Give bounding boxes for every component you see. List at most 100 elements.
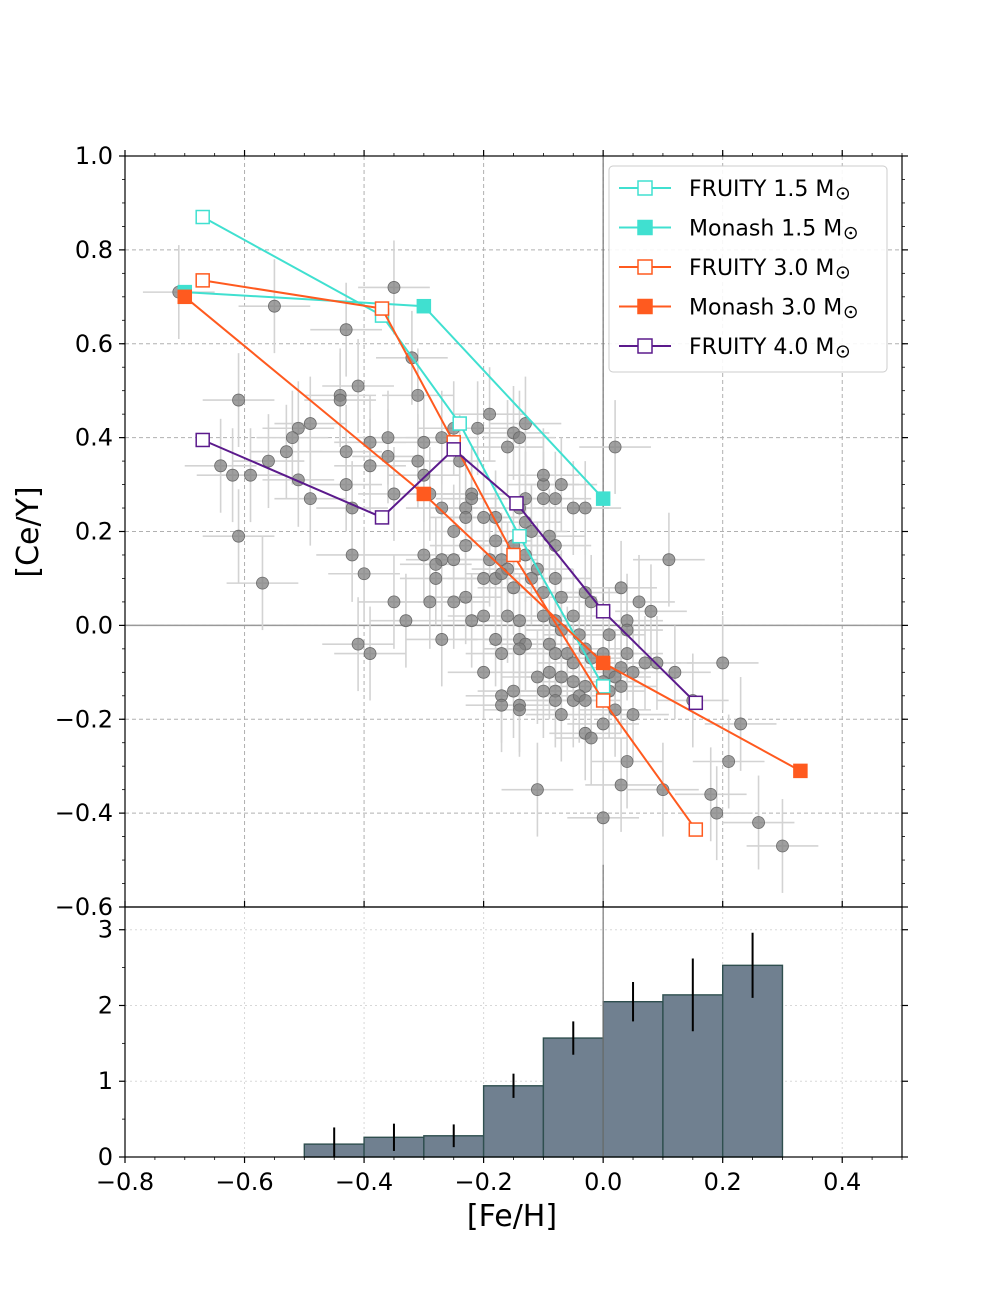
obs-point bbox=[614, 581, 628, 595]
obs-point bbox=[554, 478, 568, 491]
obs-point bbox=[554, 670, 568, 684]
series-marker bbox=[595, 491, 611, 506]
sun-symbol-icon bbox=[836, 266, 850, 279]
sun-symbol-dot bbox=[841, 192, 845, 195]
obs-point bbox=[513, 703, 526, 717]
obs-point bbox=[381, 431, 395, 445]
y-tick-label: 3 bbox=[98, 916, 113, 944]
obs-point bbox=[495, 698, 508, 712]
series-marker bbox=[177, 289, 193, 305]
y-tick-label: 0.0 bbox=[75, 611, 113, 639]
legend-label: FRUITY 1.5 M bbox=[689, 177, 834, 202]
obs-point bbox=[596, 717, 610, 731]
series-marker bbox=[595, 655, 611, 671]
y-tick-label: 0.2 bbox=[75, 518, 113, 546]
obs-point bbox=[345, 548, 359, 562]
y-tick-label: 1.0 bbox=[75, 142, 113, 170]
obs-point bbox=[542, 665, 556, 679]
obs-point bbox=[578, 586, 592, 599]
x-tick-label: 0.2 bbox=[704, 1168, 742, 1196]
series-marker bbox=[688, 822, 704, 837]
obs-point bbox=[232, 529, 245, 543]
obs-point bbox=[602, 628, 616, 642]
obs-point bbox=[536, 492, 550, 506]
obs-point bbox=[465, 614, 479, 628]
y-tick-label: 0 bbox=[98, 1143, 113, 1171]
obs-point bbox=[507, 581, 520, 595]
x-tick-label: 0.0 bbox=[584, 1168, 622, 1196]
obs-point bbox=[489, 534, 502, 548]
obs-point bbox=[644, 604, 658, 618]
obs-point bbox=[662, 553, 676, 567]
series-marker bbox=[688, 695, 704, 711]
obs-point bbox=[459, 511, 473, 524]
obs-point bbox=[244, 468, 257, 482]
obs-point bbox=[536, 684, 550, 698]
obs-point bbox=[465, 492, 479, 506]
obs-point bbox=[477, 665, 491, 679]
obs-point bbox=[554, 590, 568, 604]
series-marker bbox=[512, 528, 527, 544]
obs-point bbox=[417, 435, 431, 449]
x-tick-label: −0.4 bbox=[335, 1168, 393, 1196]
obs-point bbox=[423, 595, 437, 609]
sun-symbol-dot bbox=[841, 271, 845, 274]
obs-point bbox=[584, 731, 598, 745]
legend-marker bbox=[637, 298, 653, 315]
obs-point bbox=[339, 478, 353, 491]
series-monash-3-0-m bbox=[177, 289, 808, 779]
obs-point bbox=[387, 595, 401, 609]
obs-point bbox=[435, 501, 449, 515]
y-axis-title: [Ce/Y] bbox=[11, 486, 46, 577]
obs-point bbox=[429, 572, 443, 585]
obs-point bbox=[531, 670, 544, 684]
obs-point bbox=[387, 281, 401, 294]
legend-label: Monash 3.0 M bbox=[689, 296, 842, 321]
obs-point bbox=[477, 511, 491, 524]
y-tick-label: −0.4 bbox=[55, 799, 113, 827]
obs-point bbox=[417, 548, 431, 562]
series-line bbox=[202, 279, 697, 831]
legend-label: FRUITY 3.0 M bbox=[689, 256, 834, 281]
obs-point bbox=[632, 595, 646, 609]
obs-point bbox=[507, 684, 520, 698]
series-line bbox=[202, 439, 697, 704]
obs-point bbox=[513, 614, 526, 628]
obs-point bbox=[429, 557, 443, 571]
obs-point bbox=[554, 708, 568, 721]
scatter-panel: −0.6 −0.4 −0.2 0.0 0.2 0.4 0.6 0.8 1.0 bbox=[55, 142, 908, 921]
obs-point bbox=[381, 449, 395, 463]
obs-point bbox=[548, 647, 562, 660]
obs-point bbox=[578, 694, 592, 707]
obs-point bbox=[548, 572, 562, 585]
y-tick-label: 2 bbox=[98, 991, 113, 1019]
obs-point bbox=[566, 501, 580, 515]
obs-point bbox=[495, 647, 508, 660]
obs-point bbox=[650, 656, 664, 670]
obs-point bbox=[387, 487, 401, 501]
obs-point bbox=[351, 637, 365, 651]
series-marker bbox=[446, 442, 461, 457]
obs-point bbox=[363, 459, 377, 473]
obs-point bbox=[578, 679, 592, 693]
y-tick-label: 0.4 bbox=[75, 424, 113, 452]
legend-entry: Monash 3.0 M bbox=[619, 296, 857, 321]
obs-point bbox=[477, 572, 491, 585]
legend-marker bbox=[637, 219, 653, 236]
obs-point bbox=[501, 440, 514, 454]
legend-entry: Monash 1.5 M bbox=[619, 217, 857, 242]
x-tick-label: 0.4 bbox=[823, 1168, 861, 1196]
series-marker bbox=[374, 301, 390, 316]
obs-point bbox=[459, 539, 473, 552]
legend-box bbox=[608, 165, 888, 373]
obs-point bbox=[214, 459, 228, 473]
obs-point bbox=[303, 417, 317, 430]
obs-point bbox=[268, 299, 281, 313]
obs-point bbox=[357, 567, 371, 581]
x-tick-label: −0.2 bbox=[454, 1168, 512, 1196]
obs-point bbox=[303, 492, 317, 506]
histogram-panel: 0 1 2 3 −0.8 −0.6 −0.4 −0.2 0.0 0.2 0.4 bbox=[96, 906, 908, 1196]
obs-point bbox=[501, 609, 514, 623]
series-marker bbox=[416, 486, 432, 502]
sun-symbol-icon bbox=[836, 345, 850, 358]
